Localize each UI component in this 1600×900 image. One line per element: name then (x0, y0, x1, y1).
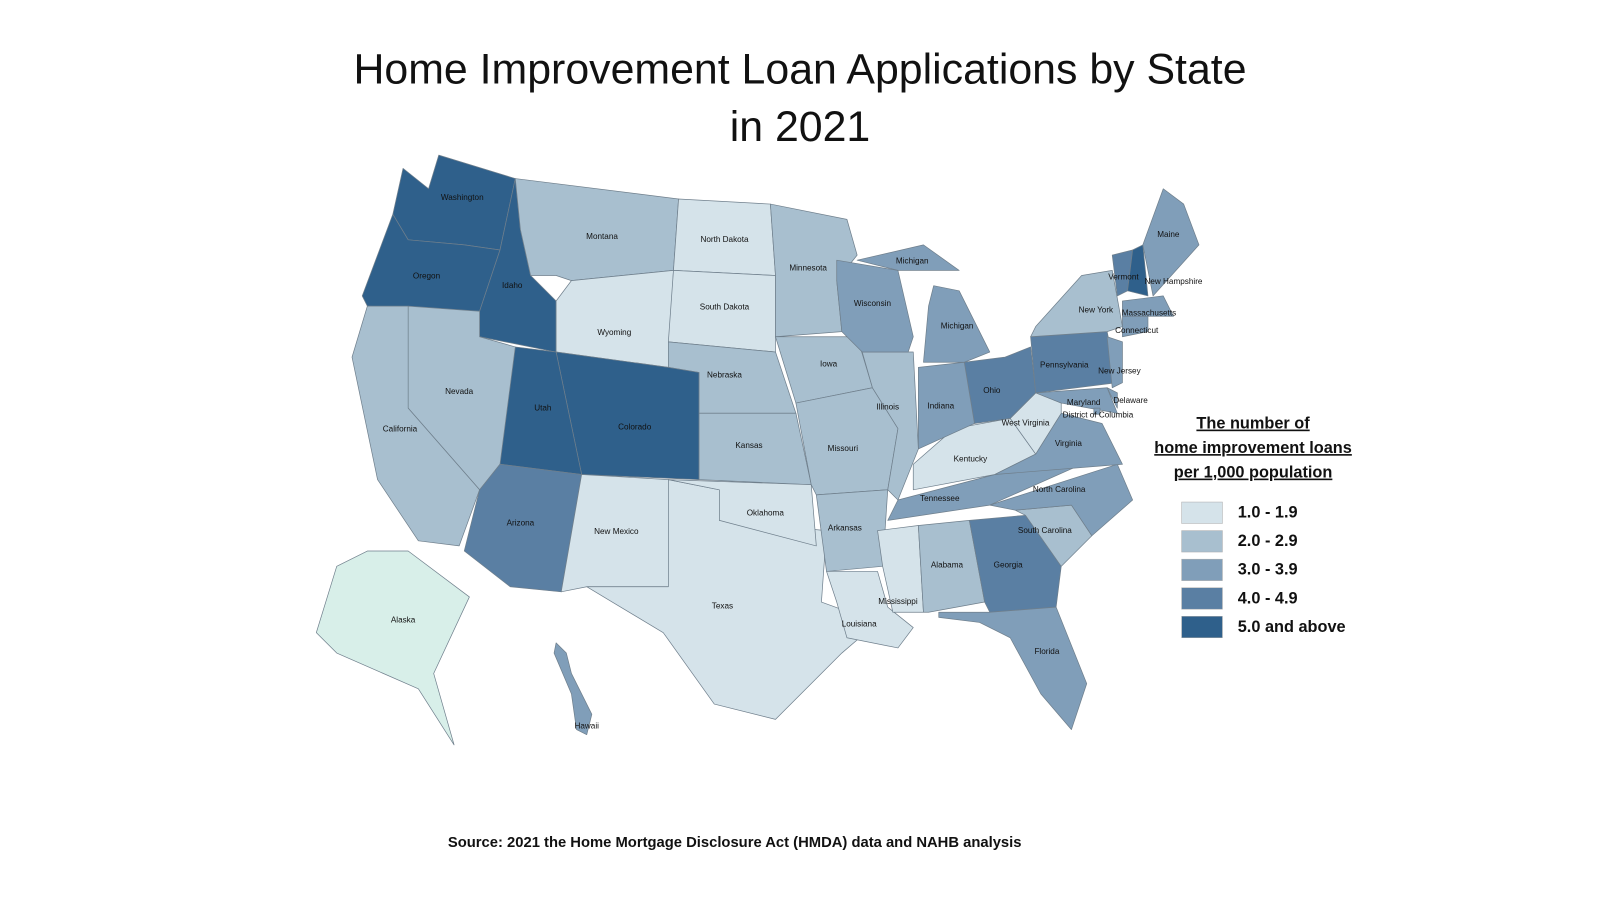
state-label: Wyoming (597, 328, 631, 337)
state-shape (553, 642, 593, 736)
state-shape (1093, 407, 1101, 415)
state-shape (514, 178, 679, 281)
state-label: New Hampshire (1144, 277, 1202, 286)
state-shape (1127, 244, 1149, 297)
state-label: Michigan (941, 322, 974, 331)
state-shape (1122, 315, 1149, 338)
legend-label: 1.0 - 1.9 (1238, 504, 1298, 522)
state-shape (923, 285, 991, 363)
state-label: Vermont (1108, 273, 1139, 282)
state-label: North Carolina (1033, 485, 1086, 494)
state-label: Texas (712, 601, 733, 610)
legend-swatch (1181, 616, 1223, 639)
state-label: Arizona (507, 519, 535, 528)
state-label: New Mexico (594, 527, 639, 536)
state-label: Indiana (927, 401, 954, 410)
state-label: Connecticut (1115, 326, 1159, 335)
state-label: Massachusetts (1122, 308, 1176, 317)
legend-title: home improvement loans (1154, 439, 1352, 457)
state-label: Nevada (445, 387, 474, 396)
state-shape (555, 270, 674, 368)
legend-swatch (1181, 558, 1223, 581)
state-label: Maine (1157, 230, 1180, 239)
state-label: Nebraska (707, 371, 742, 380)
state-label: Maryland (1067, 398, 1101, 407)
legend-label: 2.0 - 2.9 (1238, 532, 1298, 550)
state-label: Colorado (618, 423, 652, 432)
state-label: Kansas (735, 441, 762, 450)
state-label: Utah (534, 403, 551, 412)
state-label: Iowa (820, 359, 838, 368)
state-label: Georgia (994, 560, 1023, 569)
state-label: Arkansas (828, 524, 862, 533)
legend-title: The number of (1196, 415, 1310, 433)
title-line: in 2021 (730, 103, 871, 151)
state-shape (836, 259, 914, 353)
state-label: Oklahoma (747, 508, 785, 517)
legend: The number of home improvement loans per… (1154, 415, 1352, 639)
legend-label: 5.0 and above (1238, 618, 1346, 636)
state-labels: Washington Oregon Idaho Montana Wyoming North… (383, 193, 1203, 731)
state-shape (918, 520, 986, 613)
legend-swatch (1181, 501, 1223, 524)
state-label: Idaho (502, 281, 523, 290)
state-label: Oregon (413, 272, 440, 281)
state-label: New Jersey (1098, 367, 1142, 376)
state-shape (1122, 295, 1174, 317)
state-label: Louisiana (842, 620, 877, 629)
state-shape (351, 305, 480, 547)
state-label: California (383, 425, 418, 434)
state-label: Washington (441, 193, 484, 202)
state-label: Michigan (896, 256, 929, 265)
state-label: Hawaii (574, 722, 599, 731)
states (315, 154, 1200, 746)
state-label: Minnesota (789, 264, 827, 273)
state-label: Tennessee (920, 494, 960, 503)
state-label: Montana (586, 232, 618, 241)
state-shape (994, 412, 1123, 475)
source: Source: 2021 the Home Mortgage Disclosur… (448, 835, 1022, 851)
state-label: Kentucky (954, 454, 988, 463)
state-label: Ohio (983, 386, 1001, 395)
legend-title: per 1,000 population (1174, 464, 1333, 482)
state-label: Illinois (876, 402, 899, 411)
state-label: South Dakota (700, 302, 750, 311)
state-label: West Virginia (1002, 419, 1050, 428)
state-shape (1142, 188, 1200, 297)
state-label: Alabama (931, 560, 964, 569)
state-label: Missouri (828, 444, 859, 453)
state-label: North Dakota (700, 235, 749, 244)
state-shape (938, 606, 1088, 730)
state-shape (1106, 336, 1123, 389)
state-label: Virginia (1055, 439, 1083, 448)
state-shape (392, 154, 516, 251)
legend-swatch (1181, 530, 1223, 553)
state-label: Pennsylvania (1040, 360, 1089, 369)
state-shape (877, 525, 924, 613)
map-root: Home Improvement Loan Applications by St… (315, 46, 1352, 851)
state-label: Delaware (1113, 396, 1148, 405)
state-shape (826, 571, 914, 649)
state-shape (1035, 387, 1118, 414)
legend-swatch (1181, 587, 1223, 610)
state-label: South Carolina (1018, 526, 1072, 535)
state-label: District of Columbia (1063, 410, 1134, 419)
title-line: Home Improvement Loan Applications by St… (353, 46, 1246, 94)
state-label: Alaska (391, 616, 416, 625)
state-shape (668, 479, 817, 547)
state-label: Mississippi (878, 597, 918, 606)
state-label: Florida (1034, 647, 1059, 656)
state-shape (918, 361, 975, 450)
state-shape (856, 244, 960, 271)
state-label: New York (1079, 305, 1114, 314)
state-shape (1106, 387, 1118, 409)
legend-label: 4.0 - 4.9 (1238, 589, 1298, 607)
state-shape (315, 550, 470, 746)
state-shape (861, 351, 919, 501)
state-label: Wisconsin (854, 299, 891, 308)
legend-label: 3.0 - 3.9 (1238, 561, 1298, 579)
